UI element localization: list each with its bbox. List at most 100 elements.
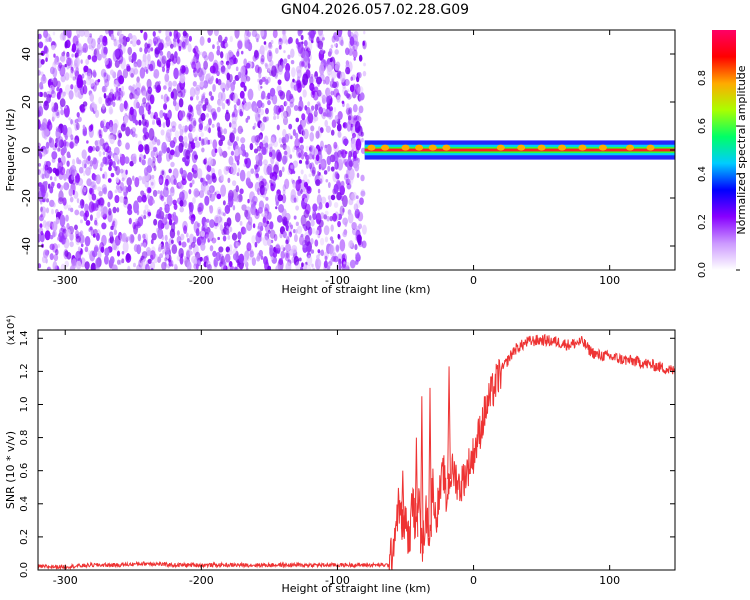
- spectrogram-cell: [226, 217, 232, 227]
- spectrogram-cell: [188, 35, 192, 42]
- spectrogram-cell: [246, 170, 251, 179]
- spectrogram-cell: [337, 131, 341, 138]
- spectrogram-cell: [216, 49, 221, 56]
- spectrogram-cell: [225, 166, 229, 172]
- spectrogram-cell: [218, 246, 224, 253]
- spectrogram-cell: [74, 56, 81, 67]
- spectrogram-cell: [276, 114, 280, 120]
- spectrogram-cell: [75, 178, 79, 186]
- spectrogram-cell: [283, 50, 286, 54]
- spectrogram-cell: [237, 40, 243, 50]
- spectrogram-cell: [324, 144, 329, 152]
- spectrogram-cell: [183, 136, 188, 144]
- spectrogram-cell: [38, 169, 41, 175]
- spectrogram-cell: [183, 225, 188, 234]
- spectrogram-cell: [191, 164, 198, 174]
- spectrogram-cell: [300, 188, 303, 194]
- spectrogram-cell: [143, 215, 147, 220]
- spectrogram-cell: [130, 40, 133, 45]
- spectrogram-cell: [212, 44, 215, 50]
- spectrogram-cell: [247, 88, 254, 101]
- spectrogram-cell: [179, 74, 186, 84]
- spectrogram-cell: [205, 174, 211, 181]
- snr-y-tick-label: 1.4: [19, 330, 30, 346]
- spectrogram-cell: [299, 136, 304, 144]
- spectrogram-cell: [158, 150, 163, 157]
- spectrogram-cell: [264, 224, 271, 233]
- spectrogram-cell: [328, 106, 334, 112]
- spectrogram-cell: [163, 93, 169, 104]
- spectrogram-cell: [337, 253, 343, 261]
- spectrogram-cell: [211, 175, 217, 183]
- spectrogram-cell: [144, 204, 149, 211]
- spectrogram-cell: [115, 86, 119, 93]
- spectrogram-cell: [287, 169, 291, 175]
- spectrogram-cell: [293, 80, 297, 84]
- spectrogram-cell: [147, 258, 152, 265]
- spectrogram-cell: [86, 140, 89, 144]
- spectrogram-cell: [222, 235, 227, 242]
- spectrogram-cell: [351, 222, 357, 229]
- spectrogram-cell: [212, 62, 219, 74]
- spectrogram-cell: [179, 191, 185, 201]
- spectrogram-cell: [184, 160, 190, 167]
- spectrogram-cell: [75, 250, 82, 261]
- snr-spike: [400, 470, 405, 529]
- spectrogram-cell: [300, 266, 304, 270]
- spectrogram-cell: [184, 125, 189, 133]
- colorbar-tick-label: 0.4: [697, 166, 708, 182]
- spectrogram-cell: [144, 46, 148, 54]
- spectrogram-cell: [240, 50, 244, 55]
- spectrogram-cell: [314, 71, 318, 80]
- spectrogram-cell: [189, 208, 194, 217]
- spectrogram-cell: [298, 159, 303, 164]
- snr-x-tick-label: -300: [53, 574, 78, 587]
- spectrogram-cell: [317, 188, 321, 194]
- spectrogram-cell: [312, 267, 315, 270]
- spectrogram-cell: [327, 165, 331, 172]
- spectrogram-cell: [118, 132, 123, 139]
- spectrogram-cell: [162, 112, 166, 117]
- spectrogram-cell: [40, 231, 44, 236]
- spectrogram-cell: [153, 111, 158, 120]
- spectrogram-cell: [232, 79, 236, 85]
- spectrogram-cell: [55, 216, 60, 225]
- spectrogram-cell: [51, 89, 55, 95]
- spectrogram-cell: [147, 59, 152, 65]
- spectrogram-cell: [127, 184, 132, 193]
- spectrogram-cell: [66, 252, 72, 260]
- spectrogram-cell: [177, 110, 184, 121]
- spectrogram-cell: [229, 226, 233, 233]
- spectrogram-cell: [293, 234, 298, 243]
- spectrogram-cell: [258, 249, 264, 257]
- spectrogram-cell: [189, 121, 195, 131]
- spectrogram-cell: [309, 131, 315, 142]
- spectrogram-cell: [84, 210, 90, 218]
- spectrogram-cell: [54, 57, 58, 64]
- spectrogram-cell: [306, 254, 313, 267]
- spectrogram-cell: [152, 31, 156, 37]
- spectrogram-cell: [329, 156, 333, 162]
- spectrogram-cell: [48, 137, 55, 148]
- spectrogram-cell: [284, 70, 291, 82]
- spectrogram-cell: [38, 69, 41, 75]
- spectrogram-cell: [89, 181, 95, 189]
- spectrogram-cell: [210, 95, 214, 101]
- spectrogram-cell: [252, 135, 258, 143]
- spectrogram-cell: [54, 109, 60, 117]
- spectrogram-cell: [293, 215, 297, 220]
- spectrogram-cell: [108, 208, 112, 216]
- spectrogram-cell: [112, 206, 117, 214]
- spectrogram-cell: [204, 157, 208, 162]
- spectrogram-cell: [185, 232, 189, 238]
- spectrogram-cell: [277, 194, 284, 202]
- spectrogram-cell: [298, 152, 302, 158]
- spectrogram-band-peak: [598, 144, 607, 151]
- spectrogram-cell: [81, 73, 85, 79]
- spectrogram-cell: [70, 207, 74, 213]
- spectrogram-cell: [339, 239, 346, 252]
- spectrogram-cell: [171, 244, 178, 255]
- spectrogram-cell: [188, 203, 193, 210]
- spectrogram-cell: [302, 73, 309, 86]
- spectrogram-cell: [262, 186, 268, 195]
